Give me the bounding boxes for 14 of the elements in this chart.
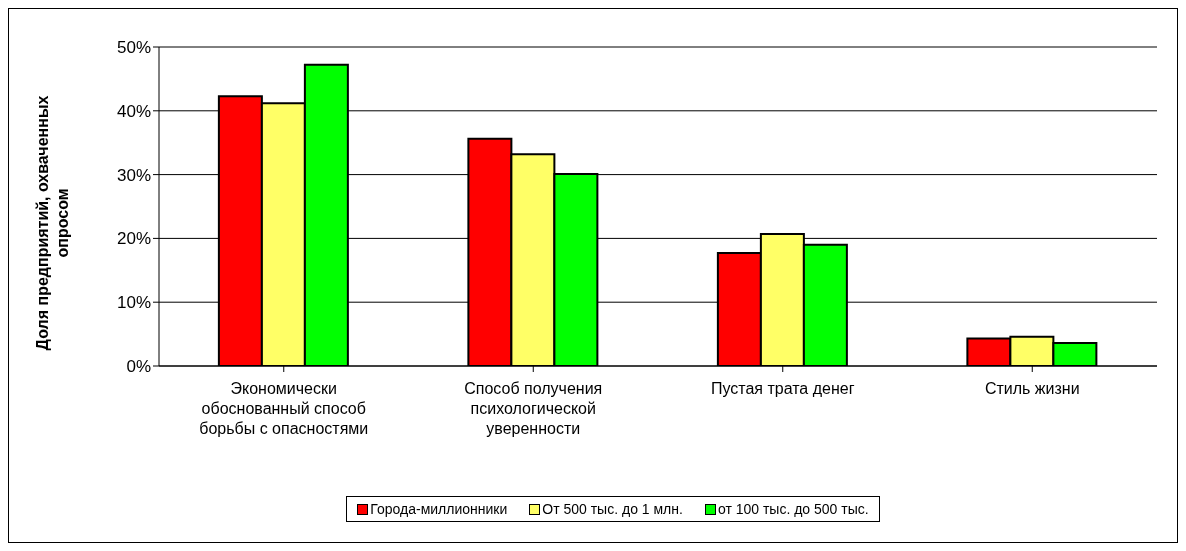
- x-tick-label: Способ получения психологической уверенности: [464, 380, 603, 437]
- legend-label: От 500 тыс. до 1 млн.: [541, 501, 683, 517]
- y-tick-label: 40%: [116, 101, 151, 121]
- x-tick-label: Стиль жизни: [984, 380, 1080, 397]
- legend-label: Города-миллионники: [369, 501, 508, 517]
- y-tick-label: 10%: [116, 293, 151, 313]
- legend-label: от 100 тыс. до 500 тыс.: [716, 501, 869, 517]
- y-tick-label: 0%: [126, 357, 151, 377]
- y-tick-label: 30%: [116, 165, 151, 185]
- y-tick-label: 50%: [116, 38, 151, 58]
- x-tick-label: Пустая трата денег: [710, 380, 855, 397]
- x-tick-label: Экономически обоснованный способ борьбы с опасностями: [199, 380, 369, 437]
- y-axis-title: Доля предприятий, охваченных опросом: [34, 95, 71, 351]
- y-tick-label: 20%: [116, 229, 151, 249]
